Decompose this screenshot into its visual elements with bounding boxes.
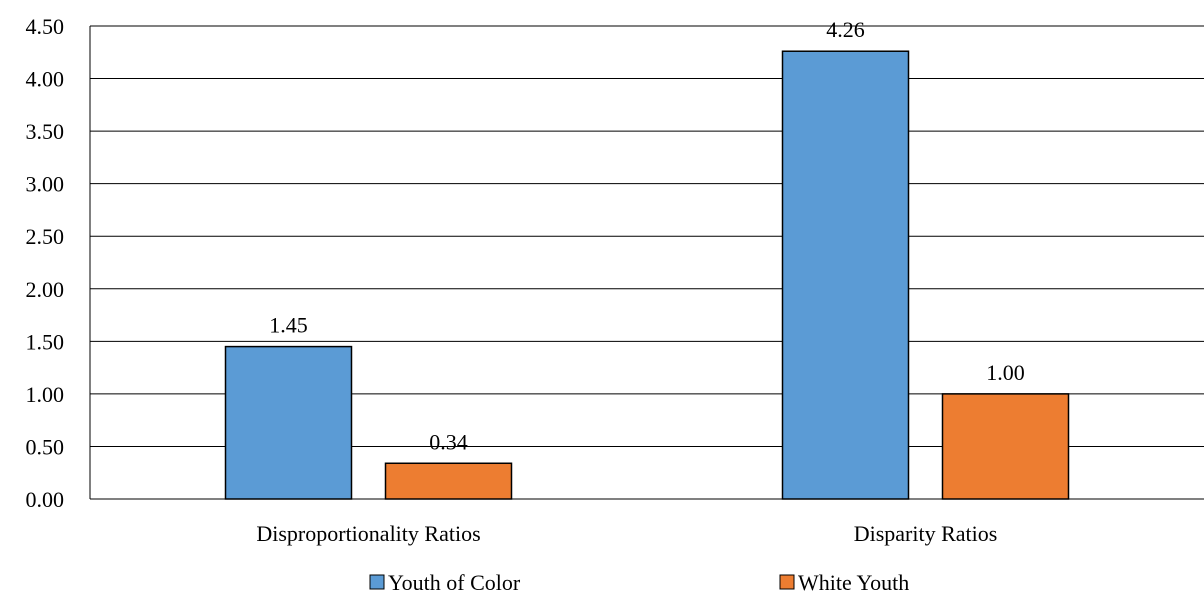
legend-swatch-youth-of-color <box>370 575 384 589</box>
bar-youth-of-color-disparity-ratios <box>783 51 909 499</box>
y-tick-label: 3.00 <box>26 172 65 197</box>
legend-swatch-white-youth <box>780 575 794 589</box>
bar-youth-of-color-disproportionality-ratios <box>226 347 352 499</box>
y-tick-label: 4.50 <box>26 14 65 39</box>
y-tick-label: 0.00 <box>26 487 65 512</box>
y-tick-label: 1.00 <box>26 382 65 407</box>
y-tick-label: 2.50 <box>26 224 65 249</box>
bar-white-youth-disparity-ratios <box>943 394 1069 499</box>
legend-label-white-youth: White Youth <box>798 570 909 595</box>
data-label: 0.34 <box>429 429 468 454</box>
bars <box>226 51 1069 499</box>
y-tick-label: 2.00 <box>26 277 65 302</box>
data-label: 4.26 <box>826 17 865 42</box>
data-label: 1.45 <box>269 313 308 338</box>
bar-white-youth-disproportionality-ratios <box>386 463 512 499</box>
y-tick-label: 0.50 <box>26 434 65 459</box>
legend: Youth of Color White Youth <box>370 570 909 595</box>
y-tick-label: 3.50 <box>26 119 65 144</box>
data-label: 1.00 <box>986 360 1025 385</box>
x-category-label: Disparity Ratios <box>854 521 998 546</box>
x-category-label: Disproportionality Ratios <box>256 521 480 546</box>
y-tick-label: 1.50 <box>26 329 65 354</box>
legend-label-youth-of-color: Youth of Color <box>388 570 521 595</box>
y-tick-label: 4.00 <box>26 67 65 92</box>
